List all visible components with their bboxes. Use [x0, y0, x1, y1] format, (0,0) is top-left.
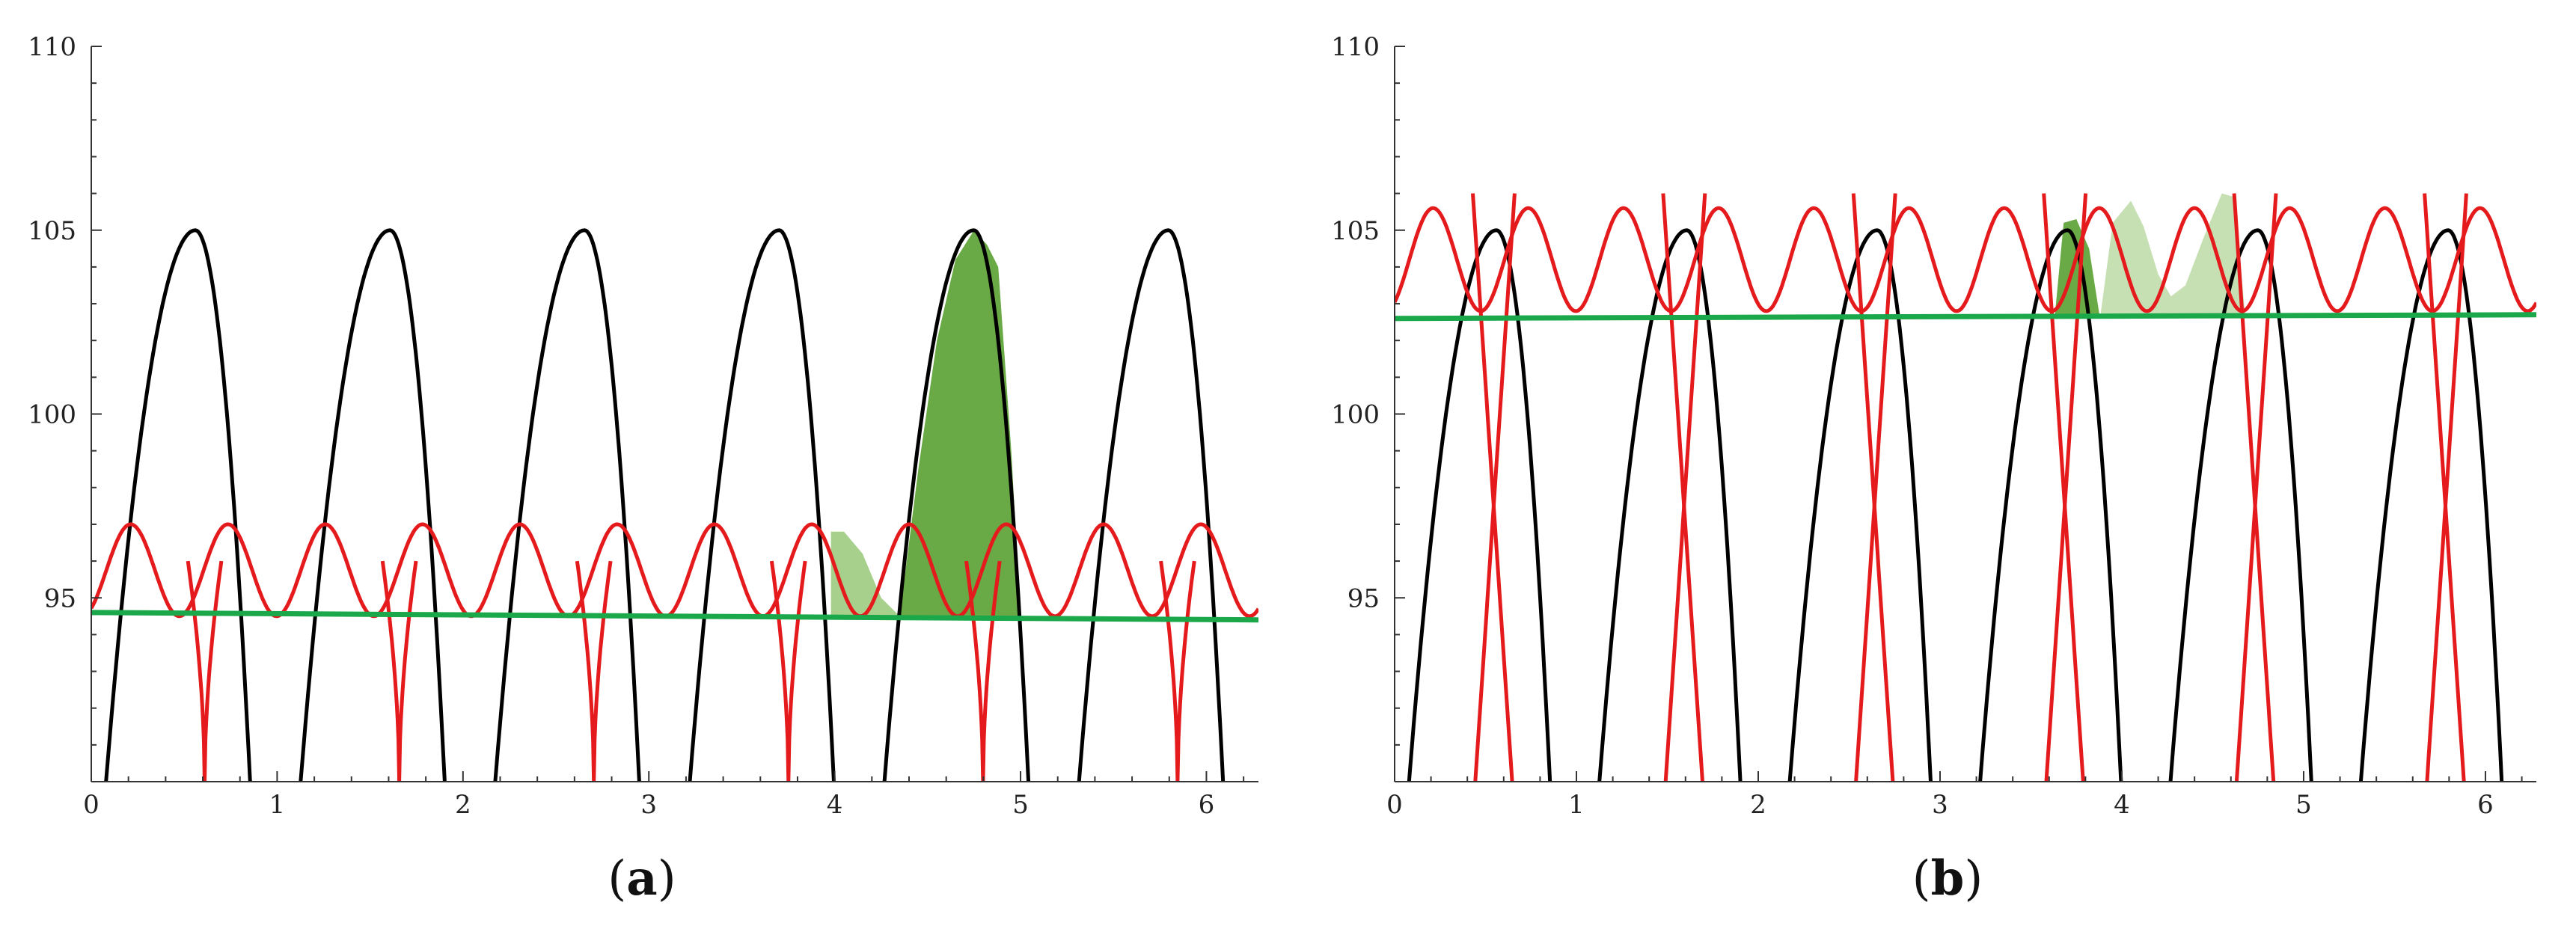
- x-tick-label: 4: [827, 790, 843, 820]
- y-tick-label: 100: [28, 400, 76, 430]
- series-1-path-6: [1851, 193, 1895, 782]
- x-tick-label: 3: [1932, 790, 1948, 820]
- series-1-path-6: [1159, 560, 1196, 782]
- shaded-region-1: [899, 230, 1021, 616]
- series-0-path-2: [1597, 228, 1743, 782]
- series-1-path-0: [91, 522, 1258, 619]
- x-tick-label: 0: [83, 790, 100, 820]
- series-1-path-8: [2042, 193, 2085, 782]
- x-tick-label: 2: [1750, 790, 1766, 820]
- series-0-path-5: [2168, 228, 2313, 782]
- shaded-region-1: [2099, 193, 2246, 319]
- series-0-path-5: [882, 228, 1031, 782]
- x-tick-label: 4: [2114, 790, 2130, 820]
- panel-b-chart: 0 1 2 3 4 5 6 95 100 105 110: [1214, 32, 2576, 839]
- y-tick-label: 105: [1331, 216, 1380, 246]
- series-1-path-2: [380, 560, 418, 782]
- x-tick-label: 1: [1568, 790, 1585, 820]
- series-1-path-1: [186, 560, 224, 782]
- series-1-path-4: [1661, 193, 1705, 782]
- y-tick-label: 95: [44, 583, 76, 613]
- x-tick-label: 0: [1386, 790, 1403, 820]
- series-0-path-4: [1978, 228, 2123, 782]
- panel-a-label: (a): [608, 850, 676, 907]
- series-0-path-2: [299, 228, 447, 782]
- series-0-path-8: [1463, 230, 1615, 839]
- x-tick-label: 5: [2295, 790, 2312, 820]
- series-0-path-1: [104, 228, 252, 782]
- panel-b-label: (b): [1912, 850, 1983, 907]
- y-tick-label: 110: [28, 32, 76, 62]
- series-0-path-1: [1407, 228, 1552, 782]
- series-1-path-12: [2423, 193, 2466, 782]
- series-0-path-6: [1077, 228, 1226, 782]
- series-0-path-0: [0, 230, 58, 839]
- series-0-path-0: [1214, 230, 1362, 839]
- x-tick-label: 5: [1012, 790, 1029, 820]
- x-tick-label: 3: [640, 790, 657, 820]
- shaded-region-0: [830, 531, 900, 616]
- series-0-path-4: [688, 228, 836, 782]
- y-tick-label: 100: [1331, 400, 1380, 430]
- series-0-path-3: [493, 228, 641, 782]
- plot-area: [0, 228, 1615, 839]
- x-tick-label: 2: [455, 790, 471, 820]
- series-0-path-3: [1787, 228, 1933, 782]
- series-1-path-5: [964, 560, 1002, 782]
- y-tick-label: 95: [1347, 583, 1380, 613]
- y-tick-label: 110: [1331, 32, 1380, 62]
- x-tick-label: 6: [1199, 790, 1215, 820]
- y-tick-label: 105: [28, 216, 76, 246]
- series-2-path-0: [1395, 312, 2536, 322]
- series-1-path-4: [769, 560, 807, 782]
- series-1-path-0: [1395, 206, 2536, 313]
- series-2-path-0: [91, 610, 1258, 623]
- series-0-path-7: [1269, 230, 1420, 839]
- x-tick-label: 6: [2477, 790, 2494, 820]
- series-1-path-2: [1471, 193, 1514, 782]
- series-1-path-10: [2232, 193, 2276, 782]
- series-0-path-7: [2547, 230, 2576, 839]
- plot-area: [1214, 193, 2576, 839]
- series-0-path-6: [2358, 228, 2504, 782]
- panel-a-chart: 0 1 2 3 4 5 6 95 100 105 110: [0, 32, 1615, 839]
- x-tick-label: 1: [269, 790, 286, 820]
- series-1-path-3: [575, 560, 613, 782]
